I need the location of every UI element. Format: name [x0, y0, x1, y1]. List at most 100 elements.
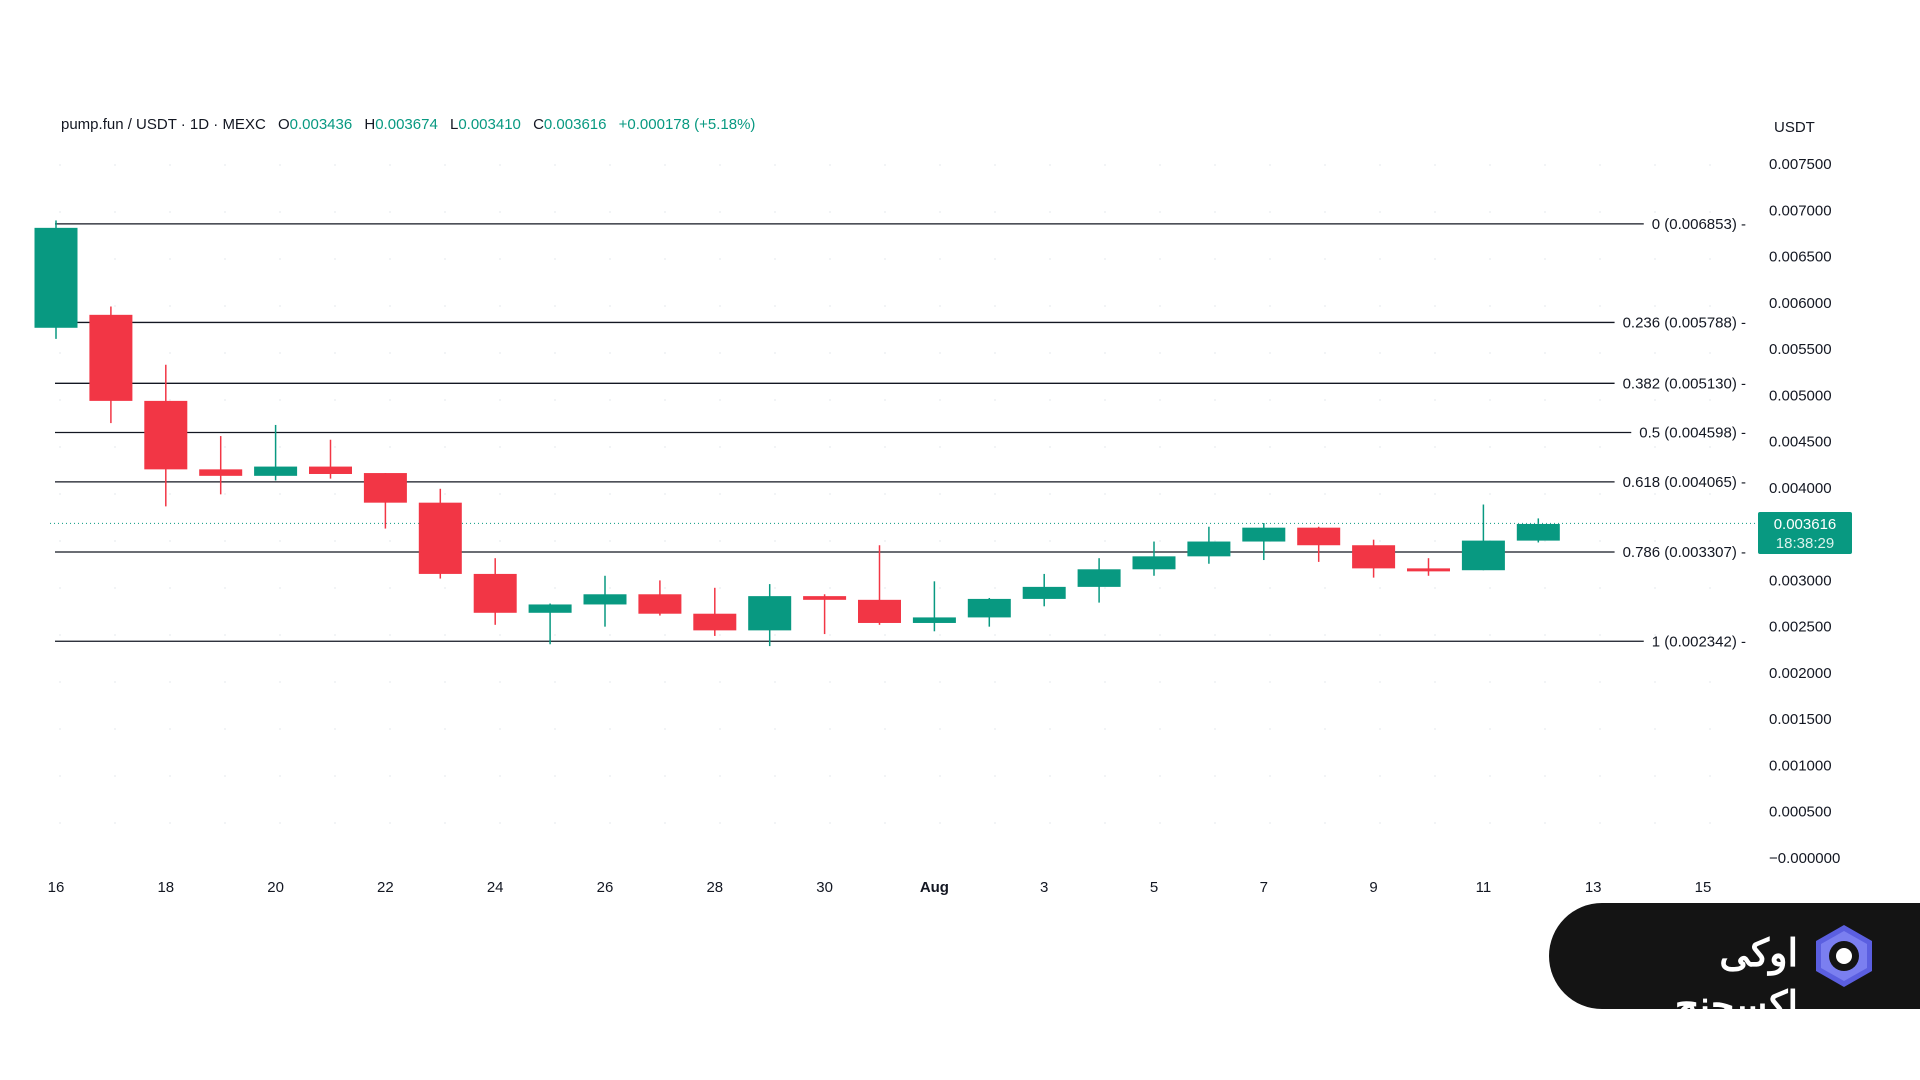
- grid-dot: [1159, 211, 1161, 213]
- grid-dot: [389, 822, 391, 824]
- grid-dot: [1489, 258, 1491, 260]
- candle-up[interactable]: [1132, 541, 1176, 576]
- grid-dot: [224, 681, 226, 683]
- grid-dot: [664, 681, 666, 683]
- grid-dot: [1269, 352, 1271, 354]
- grid-dot: [884, 493, 886, 495]
- grid-dot: [1379, 493, 1381, 495]
- candle-up[interactable]: [1242, 523, 1286, 561]
- grid-dot: [829, 211, 831, 213]
- grid-dot: [1269, 164, 1271, 166]
- grid-dot: [774, 446, 776, 448]
- grid-dot: [1269, 446, 1271, 448]
- candle-down[interactable]: [363, 473, 407, 529]
- grid-dot: [1654, 258, 1656, 260]
- candle-down[interactable]: [1297, 526, 1341, 562]
- candle-up[interactable]: [254, 424, 298, 481]
- candle-body: [199, 469, 243, 476]
- grid-dot: [829, 775, 831, 777]
- candle-down[interactable]: [638, 580, 682, 616]
- grid-dot: [884, 258, 886, 260]
- grid-dot: [169, 352, 171, 354]
- grid-dot: [224, 587, 226, 589]
- grid-dot: [1654, 822, 1656, 824]
- candle-down[interactable]: [1352, 539, 1396, 578]
- grid-dot: [719, 399, 721, 401]
- candle-up[interactable]: [912, 581, 956, 632]
- y-tick-label: 0.006500: [1769, 249, 1832, 266]
- candle-up[interactable]: [967, 597, 1011, 627]
- grid-dot: [884, 775, 886, 777]
- close-value: 0.003616: [543, 116, 607, 133]
- grid-dot: [829, 446, 831, 448]
- candle-down[interactable]: [473, 558, 517, 625]
- candle-up[interactable]: [34, 220, 78, 339]
- grid-dot: [994, 164, 996, 166]
- grid-dot: [389, 634, 391, 636]
- grid-dot: [1654, 587, 1656, 589]
- candle-down[interactable]: [1407, 558, 1450, 576]
- candle-up[interactable]: [583, 575, 627, 627]
- x-tick-label: 30: [816, 879, 833, 896]
- grid-dot: [224, 775, 226, 777]
- high-label: H: [364, 116, 376, 133]
- x-tick-label: 9: [1369, 879, 1377, 896]
- candle-down[interactable]: [89, 306, 133, 424]
- grid-dot: [389, 728, 391, 730]
- grid-dot: [554, 446, 556, 448]
- grid-dot: [114, 775, 116, 777]
- grid-dot: [609, 352, 611, 354]
- grid-dot: [499, 540, 501, 542]
- grid-dot: [1049, 211, 1051, 213]
- candle-up[interactable]: [1187, 526, 1231, 564]
- candle-up[interactable]: [1022, 573, 1066, 607]
- candle-down[interactable]: [199, 436, 243, 495]
- grid-dot: [1599, 446, 1601, 448]
- grid-dot: [1159, 728, 1161, 730]
- candle-up[interactable]: [528, 603, 572, 645]
- grid-dot: [1709, 352, 1711, 354]
- grid-dot: [609, 728, 611, 730]
- y-tick-label: 0.003000: [1769, 572, 1832, 589]
- grid-dot: [609, 775, 611, 777]
- grid-dot: [1709, 258, 1711, 260]
- grid-dot: [1599, 493, 1601, 495]
- grid-dot: [224, 728, 226, 730]
- grid-dot: [169, 775, 171, 777]
- candle-down[interactable]: [803, 594, 847, 635]
- candle-down[interactable]: [144, 364, 188, 507]
- grid-dot: [499, 164, 501, 166]
- grid-dot: [499, 775, 501, 777]
- grid-dot: [774, 493, 776, 495]
- candle-up[interactable]: [1077, 558, 1121, 603]
- grid-dot: [334, 258, 336, 260]
- grid-dot: [1489, 775, 1491, 777]
- grid-dot: [719, 446, 721, 448]
- grid-dot: [829, 352, 831, 354]
- grid-dot: [609, 446, 611, 448]
- grid-dot: [1709, 164, 1711, 166]
- candle-down[interactable]: [858, 545, 901, 625]
- grid-dot: [1269, 681, 1271, 683]
- grid-dot: [1324, 305, 1326, 307]
- candle-up[interactable]: [1516, 518, 1560, 543]
- candle-up[interactable]: [1461, 504, 1505, 571]
- grid-dot: [1434, 540, 1436, 542]
- y-tick-label: −0.000000: [1769, 850, 1840, 867]
- grid-dot: [1654, 446, 1656, 448]
- grid-dot: [1214, 540, 1216, 542]
- open-value: 0.003436: [289, 116, 353, 133]
- axis-unit-label: USDT: [1774, 119, 1815, 136]
- candle-down[interactable]: [309, 439, 352, 479]
- candle-down[interactable]: [418, 488, 462, 579]
- grid-dot: [664, 587, 666, 589]
- candle-up[interactable]: [748, 584, 792, 647]
- grid-dot: [279, 352, 281, 354]
- candle-down[interactable]: [693, 587, 737, 636]
- fib-level-label: 0.618 (0.004065) -: [1623, 474, 1746, 491]
- y-tick-label: 0.004500: [1769, 434, 1832, 451]
- grid-dot: [1599, 164, 1601, 166]
- change-value: +0.000178 (+5.18%): [618, 116, 756, 133]
- x-tick-label: 26: [597, 879, 614, 896]
